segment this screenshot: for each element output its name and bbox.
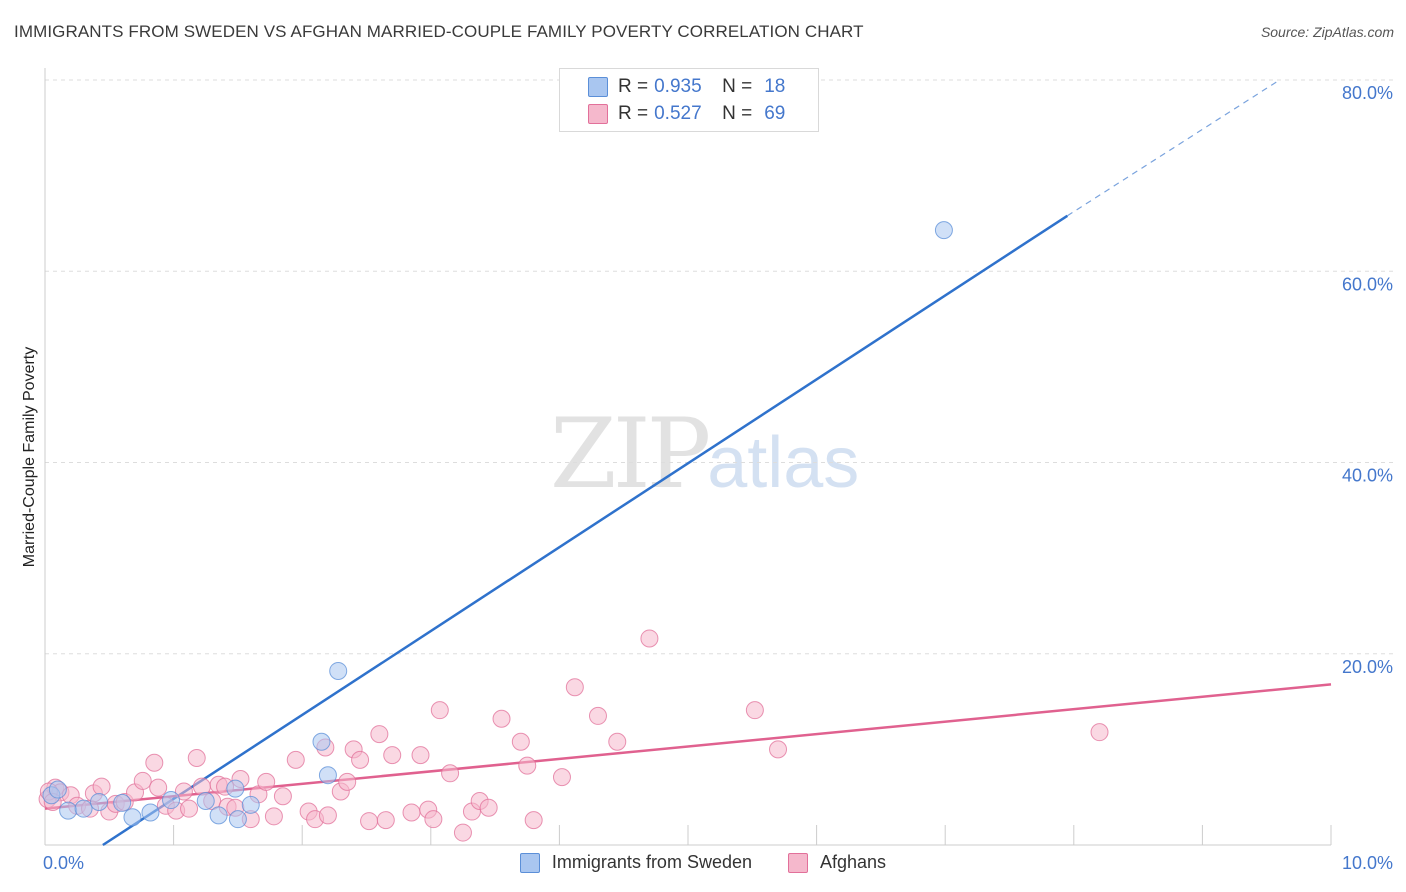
point-afghans	[492, 709, 511, 728]
legend-swatch-blue	[519, 852, 540, 873]
grid-lines	[45, 79, 1393, 655]
point-afghans	[187, 748, 206, 767]
point-afghans	[608, 732, 627, 751]
point-afghans	[552, 768, 571, 787]
legend-r-label: R =	[618, 103, 649, 124]
legend-n-label: N =	[722, 103, 753, 124]
legend-swatch-pink	[788, 852, 808, 873]
point-afghans	[511, 732, 530, 751]
point-sweden	[226, 779, 245, 798]
legend-item-sweden: Immigrants from Sweden	[519, 852, 752, 873]
point-afghans	[338, 772, 357, 791]
watermark: ZIPatlas	[550, 398, 859, 510]
legend-row-afghans: R = 0.527 N = 69	[588, 102, 785, 126]
point-afghans	[376, 811, 395, 830]
data-points	[38, 221, 1109, 842]
point-sweden	[241, 795, 260, 814]
y-tick-label: 20.0%	[1342, 657, 1393, 677]
legend-n-value: 18	[764, 76, 786, 97]
point-afghans	[453, 823, 472, 842]
stats-legend: R = 0.935 N = 18 R = 0.527 N = 69	[559, 68, 819, 132]
point-afghans	[180, 799, 199, 818]
point-afghans	[133, 771, 152, 790]
point-afghans	[565, 678, 584, 697]
point-afghans	[402, 803, 421, 822]
point-afghans	[264, 807, 283, 826]
source-label: Source: ZipAtlas.com	[1260, 24, 1394, 40]
point-afghans	[145, 753, 164, 772]
watermark-zip: ZIP	[550, 398, 711, 510]
y-tick-label: 80.0%	[1342, 83, 1393, 103]
point-sweden	[318, 766, 337, 785]
point-sweden	[141, 803, 160, 822]
legend-r-label: R =	[618, 76, 649, 97]
point-afghans	[524, 811, 543, 830]
point-afghans	[383, 746, 402, 765]
legend-label-sweden: Immigrants from Sweden	[551, 852, 752, 872]
point-sweden	[228, 810, 247, 829]
point-sweden	[123, 808, 142, 827]
point-afghans	[318, 806, 337, 825]
point-afghans	[174, 782, 193, 801]
point-sweden	[59, 801, 78, 820]
point-afghans	[430, 701, 449, 720]
trend-line-sweden	[102, 214, 1069, 847]
tick-labels: 20.0% 40.0% 60.0% 80.0% 0.0% 10.0%	[43, 83, 1393, 873]
chart-title: IMMIGRANTS FROM SWEDEN VS AFGHAN MARRIED…	[14, 22, 864, 41]
legend-item-afghans: Afghans	[788, 852, 886, 873]
legend-swatch-blue	[588, 77, 608, 97]
legend-r-value: 0.527	[654, 103, 702, 124]
point-sweden	[48, 780, 67, 799]
point-afghans	[518, 756, 537, 775]
point-afghans	[273, 787, 292, 806]
point-afghans	[745, 701, 764, 720]
point-sweden	[74, 799, 93, 818]
point-afghans	[1090, 723, 1109, 742]
point-afghans	[424, 810, 443, 829]
point-afghans	[479, 798, 498, 817]
point-sweden	[196, 792, 215, 811]
series-legend: Immigrants from Sweden Afghans	[0, 852, 1406, 873]
legend-n-label: N =	[722, 76, 753, 97]
point-afghans	[257, 772, 276, 791]
point-sweden	[90, 792, 109, 811]
y-tick-label: 60.0%	[1342, 274, 1393, 294]
point-sweden	[113, 793, 132, 812]
axes	[44, 68, 1332, 846]
point-afghans	[360, 812, 379, 831]
legend-swatch-pink	[588, 104, 608, 124]
point-sweden	[934, 221, 953, 240]
point-afghans	[370, 725, 389, 744]
point-sweden	[312, 732, 331, 751]
legend-r-value: 0.935	[654, 76, 702, 97]
point-sweden	[209, 806, 228, 825]
point-sweden	[329, 661, 348, 680]
point-afghans	[441, 764, 460, 783]
point-afghans	[92, 777, 111, 796]
point-afghans	[411, 746, 430, 765]
x-tick-label: 10.0%	[1342, 853, 1393, 873]
point-afghans	[149, 778, 168, 797]
x-tick-label: 0.0%	[43, 853, 84, 873]
point-sweden	[162, 791, 181, 810]
point-afghans	[588, 706, 607, 725]
trend-line-sweden-extension	[1067, 79, 1280, 217]
y-tick-label: 40.0%	[1342, 466, 1393, 486]
point-afghans	[769, 740, 788, 759]
legend-n-value: 69	[764, 103, 786, 124]
point-afghans	[640, 629, 659, 648]
legend-row-sweden: R = 0.935 N = 18	[588, 75, 785, 99]
point-afghans	[351, 750, 370, 769]
legend-label-afghans: Afghans	[820, 852, 887, 872]
point-afghans	[286, 750, 305, 769]
